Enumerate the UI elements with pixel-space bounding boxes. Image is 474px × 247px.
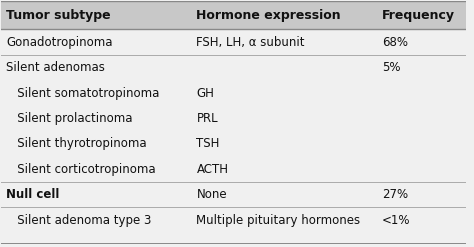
Text: PRL: PRL — [196, 112, 218, 125]
Text: TSH: TSH — [196, 137, 220, 150]
Text: Silent corticotropinoma: Silent corticotropinoma — [6, 163, 155, 176]
Text: 68%: 68% — [382, 36, 408, 49]
Text: 27%: 27% — [382, 188, 408, 201]
Text: None: None — [196, 188, 227, 201]
Text: Multiple pituitary hormones: Multiple pituitary hormones — [196, 214, 361, 227]
Text: <1%: <1% — [382, 214, 410, 227]
Text: Silent somatotropinoma: Silent somatotropinoma — [6, 86, 159, 100]
Text: 5%: 5% — [382, 61, 401, 74]
Text: Null cell: Null cell — [6, 188, 59, 201]
Text: FSH, LH, α subunit: FSH, LH, α subunit — [196, 36, 305, 49]
Text: Silent prolactinoma: Silent prolactinoma — [6, 112, 133, 125]
Text: Gonadotropinoma: Gonadotropinoma — [6, 36, 112, 49]
Text: ACTH: ACTH — [196, 163, 228, 176]
Text: Silent thyrotropinoma: Silent thyrotropinoma — [6, 137, 146, 150]
Text: Tumor subtype: Tumor subtype — [6, 9, 110, 22]
Text: Hormone expression: Hormone expression — [196, 9, 341, 22]
Text: Silent adenoma type 3: Silent adenoma type 3 — [6, 214, 151, 227]
Text: Silent adenomas: Silent adenomas — [6, 61, 105, 74]
Text: Frequency: Frequency — [382, 9, 455, 22]
FancyBboxPatch shape — [1, 1, 466, 29]
Text: GH: GH — [196, 86, 214, 100]
